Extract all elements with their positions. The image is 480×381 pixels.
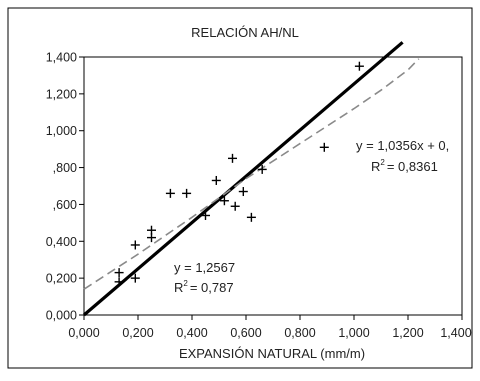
data-point bbox=[201, 210, 210, 220]
data-points bbox=[114, 61, 364, 287]
trendline-solid-equation: y = 1,2567 bbox=[174, 260, 235, 275]
plot-area bbox=[83, 56, 463, 316]
data-point bbox=[211, 175, 221, 185]
trendline-dashed bbox=[83, 58, 420, 290]
x-tick-label: 1,400 bbox=[440, 326, 471, 340]
x-tick-label: 0,800 bbox=[284, 326, 315, 340]
r2-label: R bbox=[371, 159, 380, 174]
x-axis-ticks: 0,000 0,200 0,400 0,600 0,800 1,000 1,200 1,400 bbox=[68, 315, 472, 340]
y-tick-label: 0,400 bbox=[46, 235, 77, 249]
r2-superscript: 2 bbox=[183, 279, 188, 288]
x-axis-label: EXPANSIÓN NATURAL (mm/m) bbox=[179, 346, 365, 361]
data-point bbox=[130, 240, 140, 250]
x-tick-label: 0,200 bbox=[122, 326, 153, 340]
data-point bbox=[219, 196, 229, 206]
x-tick-label: 1,200 bbox=[392, 326, 423, 340]
r2-label: R bbox=[174, 280, 183, 295]
x-tick-label: 0,000 bbox=[68, 326, 99, 340]
y-tick-label: ,800 bbox=[53, 161, 77, 175]
x-tick-label: 0,400 bbox=[176, 326, 207, 340]
data-point bbox=[230, 201, 240, 211]
data-point bbox=[130, 273, 140, 283]
trendline-solid-r2: R2 = 0,787 bbox=[174, 279, 234, 295]
x-tick-label: 1,000 bbox=[338, 326, 369, 340]
trendline-dashed-r2: R2 = 0,8361 bbox=[371, 158, 438, 174]
data-point bbox=[182, 188, 192, 198]
trendline-solid bbox=[82, 41, 404, 317]
data-point bbox=[246, 212, 256, 222]
data-point bbox=[238, 187, 248, 197]
data-point bbox=[114, 268, 124, 278]
y-tick-label: 0,200 bbox=[46, 272, 77, 286]
data-point bbox=[147, 225, 156, 235]
y-tick-label: 1,000 bbox=[46, 124, 77, 138]
y-tick-label: ,600 bbox=[53, 198, 77, 212]
r2-value: = 0,787 bbox=[190, 280, 234, 295]
r2-value: = 0,8361 bbox=[387, 159, 438, 174]
x-tick-label: 0,600 bbox=[230, 326, 261, 340]
data-point bbox=[319, 142, 329, 152]
chart-title: RELACIÓN AH/NL bbox=[191, 25, 299, 40]
trendline-dashed-equation: y = 1,0356x + 0, bbox=[356, 138, 449, 153]
y-tick-label: 1,400 bbox=[46, 51, 77, 65]
y-tick-label: 0,000 bbox=[46, 309, 77, 323]
data-point bbox=[165, 188, 175, 198]
y-tick-label: 1,200 bbox=[46, 87, 77, 101]
data-point bbox=[114, 277, 124, 287]
data-point bbox=[257, 164, 267, 174]
r2-superscript: 2 bbox=[380, 158, 385, 167]
data-point bbox=[228, 153, 237, 163]
data-point bbox=[354, 61, 364, 71]
y-axis-ticks: 0,000 0,200 0,400 ,600 ,800 1,000 1,200 1,400 bbox=[46, 51, 84, 323]
trendlines bbox=[82, 41, 420, 317]
